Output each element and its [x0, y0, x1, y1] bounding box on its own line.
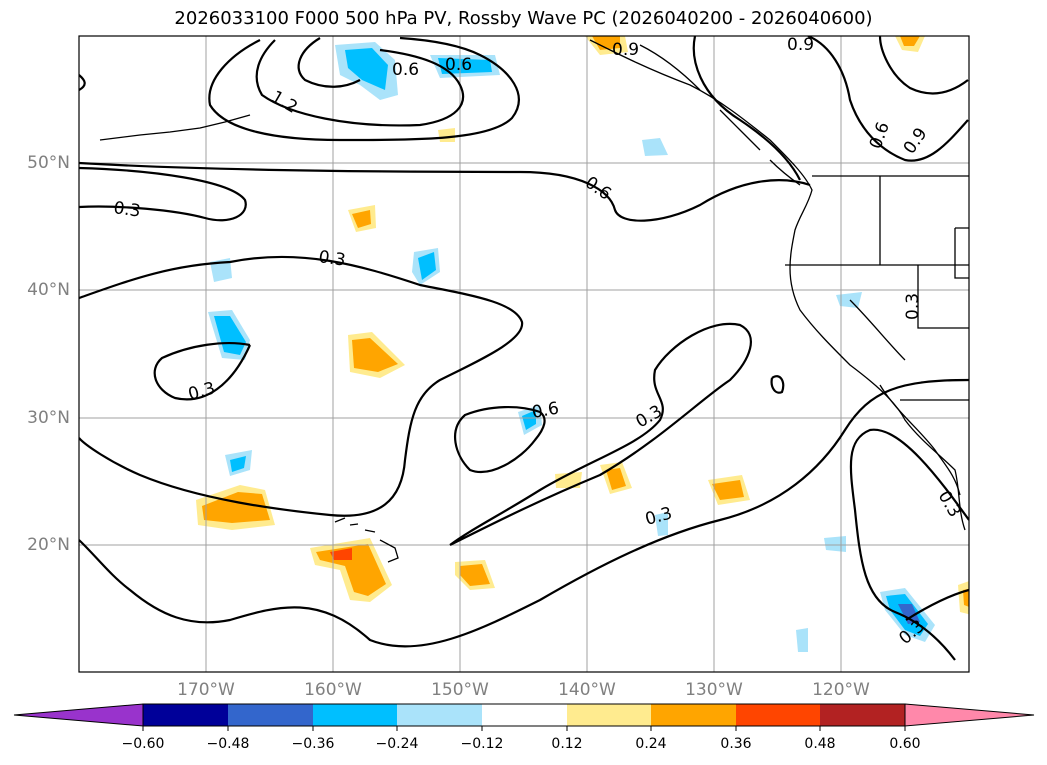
contour-label: 0.3	[633, 401, 666, 432]
colorbar-extend-low	[13, 703, 144, 727]
colorbar-bin	[736, 704, 820, 726]
contour-label: 0.3	[112, 198, 142, 222]
pos-anomaly	[555, 472, 582, 488]
map-title: 2026033100 F000 500 hPa PV, Rossby Wave …	[174, 8, 873, 29]
colorbar-bin	[397, 704, 482, 726]
pos-anomaly	[202, 492, 270, 523]
contour-label: 0.3	[186, 379, 217, 405]
pos-anomaly	[606, 468, 626, 490]
colorbar-bin	[651, 704, 736, 726]
lat-label-30n: 30°N	[27, 408, 70, 428]
lon-label-140w: 140°W	[558, 680, 616, 700]
colorbar-outline	[142, 703, 906, 727]
neg-anomaly	[898, 604, 920, 624]
neg-anomaly	[345, 48, 388, 90]
contour-label: 0.3	[317, 247, 347, 271]
lon-label-170w: 170°W	[177, 680, 235, 700]
neg-anomaly	[230, 456, 246, 472]
colorbar-bin	[313, 704, 397, 726]
colorbar-tick: 0.48	[804, 736, 836, 752]
contour-label: 0.9	[612, 40, 639, 60]
lat-label-50n: 50°N	[27, 153, 70, 173]
lat-label-20n: 20°N	[27, 535, 70, 555]
colorbar-tick: 0.60	[889, 736, 921, 752]
colorbar-bin	[820, 704, 905, 726]
pos-anomaly	[352, 210, 371, 228]
lon-label-160w: 160°W	[304, 680, 362, 700]
pos-anomaly	[460, 564, 490, 586]
neg-anomaly	[824, 536, 846, 552]
pos-anomaly	[330, 548, 352, 560]
neg-anomaly	[418, 252, 436, 280]
colorbar-tick: −0.60	[121, 736, 165, 752]
contour-label: 0.9	[787, 35, 814, 55]
contour-label: 0.6	[445, 55, 472, 75]
lon-label-130w: 130°W	[685, 680, 743, 700]
colorbar-bin	[228, 704, 313, 726]
colorbar-tick: −0.24	[375, 736, 419, 752]
contour-label: 0.3	[903, 293, 923, 320]
neg-anomaly	[836, 292, 862, 308]
neg-anomaly	[796, 628, 808, 652]
pv-shading	[196, 36, 969, 652]
gridlines	[79, 36, 969, 672]
colorbar-tick: 0.24	[635, 736, 667, 752]
contour-label: 0.6	[392, 60, 419, 80]
pos-anomaly	[963, 588, 969, 607]
pos-anomaly	[352, 338, 398, 372]
colorbar-tick: 0.12	[551, 736, 583, 752]
pv-contours	[79, 36, 969, 661]
neg-anomaly	[655, 512, 668, 536]
lat-label-40n: 40°N	[27, 280, 70, 300]
colorbar-tick: −0.36	[291, 736, 335, 752]
neg-anomaly	[642, 138, 668, 156]
colorbar-bin	[143, 704, 228, 726]
neg-anomaly	[214, 316, 246, 355]
pos-anomaly	[438, 128, 455, 142]
colorbar-tick: 0.36	[720, 736, 752, 752]
contour-label: 0.9	[900, 124, 932, 158]
contour-label: 0.6	[866, 119, 894, 151]
colorbar-tick: −0.12	[460, 736, 504, 752]
pos-anomaly	[900, 36, 920, 46]
colorbar-tick: −0.48	[206, 736, 250, 752]
neg-anomaly	[438, 58, 492, 74]
colorbar-bin	[567, 704, 651, 726]
contour-label: 0.3	[643, 504, 674, 530]
pos-anomaly	[712, 480, 744, 500]
colorbar-extend-high	[904, 703, 1035, 727]
contour-label: 1.2	[268, 87, 301, 118]
pos-anomaly	[592, 36, 620, 50]
plot-frame	[78, 35, 970, 673]
neg-anomaly	[522, 410, 536, 430]
colorbar-bin	[482, 704, 567, 726]
contour-label: 0.6	[530, 399, 560, 423]
lon-label-120w: 120°W	[812, 680, 870, 700]
lon-label-150w: 150°W	[431, 680, 489, 700]
colorbar	[13, 703, 1035, 731]
coastlines	[99, 39, 969, 563]
